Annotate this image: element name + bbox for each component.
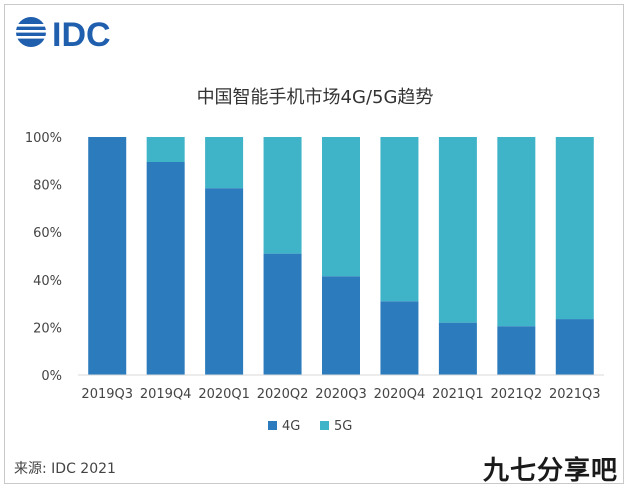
bar-4g [146,161,185,375]
legend-swatch-4g [268,421,277,430]
y-axis: 0% 20% 40% 60% 80% 100% [25,131,62,384]
x-tick-label: 2020Q3 [315,387,367,402]
bar-5g [146,137,185,162]
bar-5g [322,137,360,277]
logo-text: IDC [52,16,111,54]
watermark: 九七分享吧 [483,456,619,486]
x-axis: 2019Q3 2019Q4 2020Q1 2020Q2 2020Q3 2020Q4 2021… [78,374,604,402]
legend-label-4g: 4G [282,419,300,434]
x-tick-label: 2020Q2 [257,387,309,402]
image-frame [4,4,624,484]
y-tick-label: 0% [41,369,62,384]
bar-4g [380,301,419,375]
bar-4g [322,276,360,375]
bar-4g [438,322,477,375]
bar-5g [438,137,477,323]
bar-5g [497,137,536,327]
x-tick-label: 2021Q2 [491,387,543,402]
bars [88,137,594,375]
bar-4g [263,253,302,375]
y-tick-label: 20% [33,321,62,336]
bar-5g [263,137,302,254]
x-tick-label: 2021Q1 [432,387,484,402]
y-tick-label: 40% [33,274,62,289]
chart-title: 中国智能手机市场4G/5G趋势 [197,87,434,108]
x-tick-label: 2021Q3 [549,387,601,402]
bar-4g [497,326,536,375]
legend: 4G 5G [268,419,352,434]
x-tick-label: 2019Q3 [81,387,133,402]
bar-5g [555,137,594,320]
x-tick-label: 2020Q1 [198,387,250,402]
y-tick-label: 100% [25,131,62,146]
x-tick-label: 2019Q4 [140,387,192,402]
bar-5g [205,137,244,189]
idc-logo: IDC [14,14,134,58]
y-tick-label: 80% [33,179,62,194]
globe-icon [16,17,46,47]
y-tick-label: 60% [33,226,62,241]
x-tick-label: 2020Q4 [374,387,426,402]
bar-4g [205,188,244,375]
source-note: 来源: IDC 2021 [14,461,116,477]
bar-4g [88,137,127,375]
bar-4g [555,319,594,375]
bar-5g [380,137,419,302]
legend-swatch-5g [320,421,329,430]
legend-label-5g: 5G [334,419,352,434]
chart: 中国智能手机市场4G/5G趋势 0% 20% 40% 60% 80% 100% 2019Q… [25,87,604,434]
